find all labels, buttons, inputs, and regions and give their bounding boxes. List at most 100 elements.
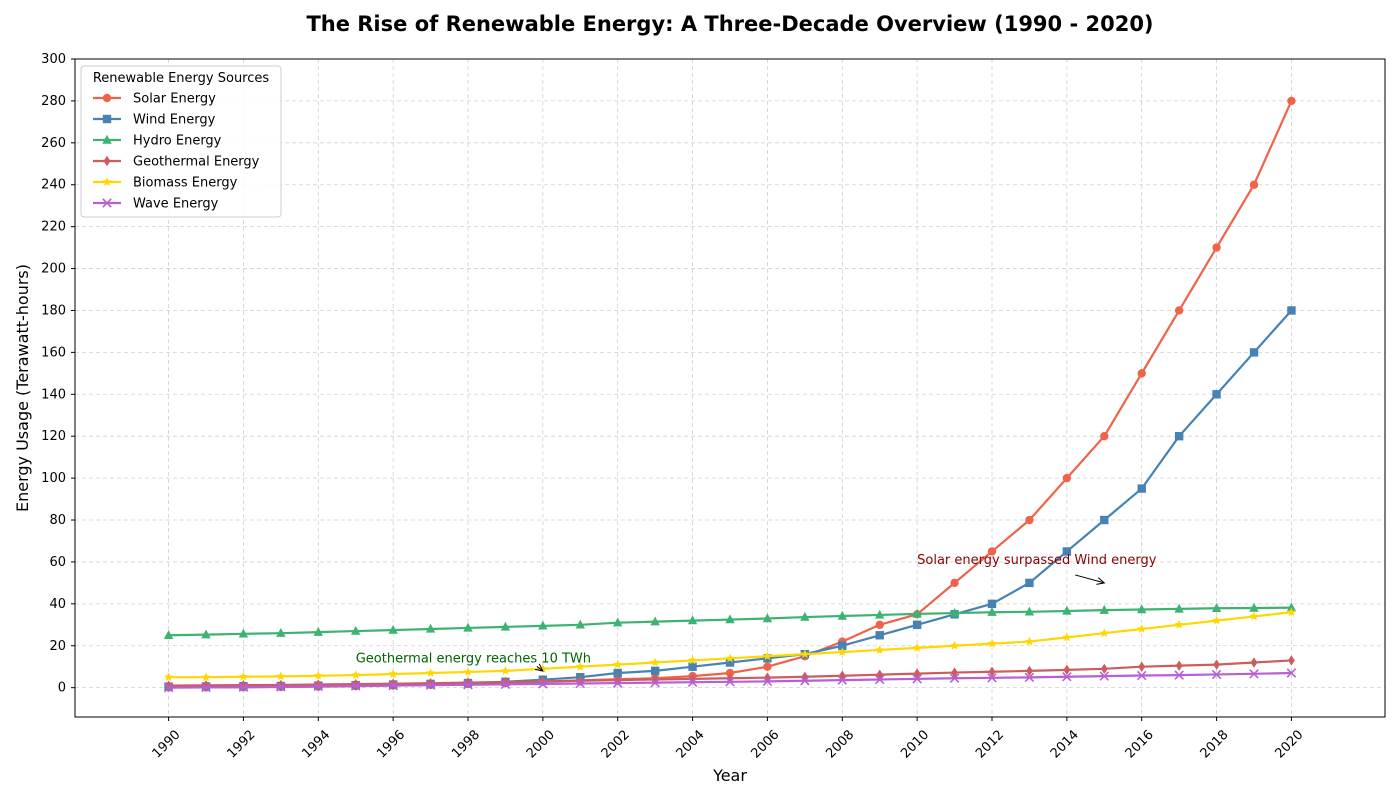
data-point: [314, 679, 322, 690]
data-point: [1026, 665, 1033, 677]
data-point: [1286, 668, 1297, 678]
data-point: [688, 655, 698, 665]
data-point: [912, 674, 922, 684]
legend-label: Geothermal Energy: [133, 155, 260, 170]
data-point: [650, 657, 660, 667]
annotation-text: Geothermal energy reaches 10 TWh: [356, 651, 591, 666]
legend-label: Hydro Energy: [133, 134, 222, 149]
data-point: [987, 599, 997, 609]
data-point: [1286, 607, 1296, 617]
data-point: [650, 616, 660, 626]
x-tick-label: 2012: [973, 727, 1007, 761]
data-point: [1063, 664, 1071, 676]
x-tick-label: 1994: [299, 727, 333, 761]
legend-item: Solar Energy: [93, 92, 216, 107]
legend-item: Hydro Energy: [93, 134, 222, 149]
x-tick-label: 2014: [1048, 727, 1082, 761]
data-point: [725, 653, 735, 663]
data-point: [1213, 659, 1220, 670]
y-axis-label: Energy Usage (Terawatt-hours): [13, 264, 32, 512]
y-tick-label: 60: [49, 555, 66, 570]
data-point: [1137, 369, 1146, 378]
x-tick-label: 1990: [150, 727, 184, 761]
x-tick-label: 2010: [898, 727, 932, 761]
data-point: [912, 608, 922, 618]
legend[interactable]: Renewable Energy Sources Solar Energy Win…: [80, 65, 282, 218]
data-point: [800, 675, 810, 686]
data-point: [1211, 669, 1222, 680]
data-point: [875, 631, 884, 640]
data-point: [1062, 632, 1072, 642]
x-tick-label: 2018: [1198, 727, 1232, 761]
y-tick-label: 0: [58, 681, 66, 696]
data-point: [1137, 484, 1146, 493]
data-point: [1212, 243, 1221, 252]
x-tick-label: 1992: [224, 727, 258, 761]
data-point: [463, 622, 473, 632]
data-point: [425, 680, 436, 690]
series-layer: [163, 96, 1297, 693]
data-point: [1062, 473, 1072, 483]
x-axis-label: Year: [712, 766, 747, 785]
data-point: [276, 627, 286, 637]
data-point: [1099, 628, 1109, 638]
legend-swatch-marker: [102, 177, 112, 186]
data-point: [762, 651, 772, 661]
annotation-text: Solar energy surpassed Wind energy: [917, 553, 1157, 568]
data-point: [1211, 603, 1222, 612]
data-point: [687, 615, 698, 625]
data-point: [1174, 431, 1184, 441]
y-tick-label: 140: [41, 387, 66, 402]
series-hydro-energy: [163, 602, 1297, 639]
y-tick-label: 200: [41, 262, 66, 277]
y-tick-label: 300: [41, 52, 66, 67]
data-point: [1286, 602, 1297, 612]
data-point: [1024, 606, 1035, 616]
x-tick-label: 2002: [599, 727, 633, 761]
data-point: [1062, 547, 1072, 556]
data-point: [1024, 636, 1034, 646]
series-geothermal-energy: [165, 655, 1295, 691]
series-wind-energy: [164, 306, 1296, 691]
legend-item: Biomass Energy: [93, 176, 238, 191]
data-point: [1100, 663, 1108, 675]
data-point: [1136, 670, 1147, 681]
annotation: Geothermal energy reaches 10 TWh: [356, 651, 591, 672]
data-point: [800, 649, 810, 659]
data-point: [613, 617, 623, 627]
legend-box: [80, 65, 282, 218]
x-tick-label: 2008: [823, 727, 857, 761]
data-point: [201, 672, 211, 682]
x-tick-label: 2016: [1123, 727, 1157, 761]
legend-swatch-marker: [102, 93, 112, 103]
data-point: [500, 621, 511, 631]
data-point: [613, 668, 622, 678]
annotation-arrow: [1075, 574, 1105, 584]
annotation: Solar energy surpassed Wind energy: [917, 553, 1157, 585]
data-point: [313, 670, 323, 680]
legend-swatch-marker: [103, 155, 111, 167]
y-tick-label: 240: [41, 178, 66, 193]
data-point: [613, 659, 623, 669]
data-point: [987, 547, 997, 556]
data-point: [202, 680, 210, 691]
data-point: [612, 678, 623, 688]
x-tick-label: 1998: [449, 727, 483, 761]
data-point: [875, 620, 884, 629]
legend-label: Biomass Energy: [133, 176, 238, 191]
legend-label: Wind Energy: [133, 113, 216, 128]
data-point: [725, 658, 735, 667]
x-tick-label: 2020: [1272, 727, 1306, 761]
data-point: [575, 619, 585, 629]
data-point: [464, 677, 472, 688]
data-point: [1099, 671, 1110, 681]
data-point: [1137, 624, 1147, 633]
x-tick-label: 1996: [374, 727, 408, 761]
data-point: [238, 682, 249, 693]
data-point: [1212, 390, 1221, 399]
data-point: [876, 669, 884, 680]
annotation-arrow: [536, 666, 544, 672]
data-point: [725, 677, 735, 687]
plot-frame: [74, 58, 1386, 718]
